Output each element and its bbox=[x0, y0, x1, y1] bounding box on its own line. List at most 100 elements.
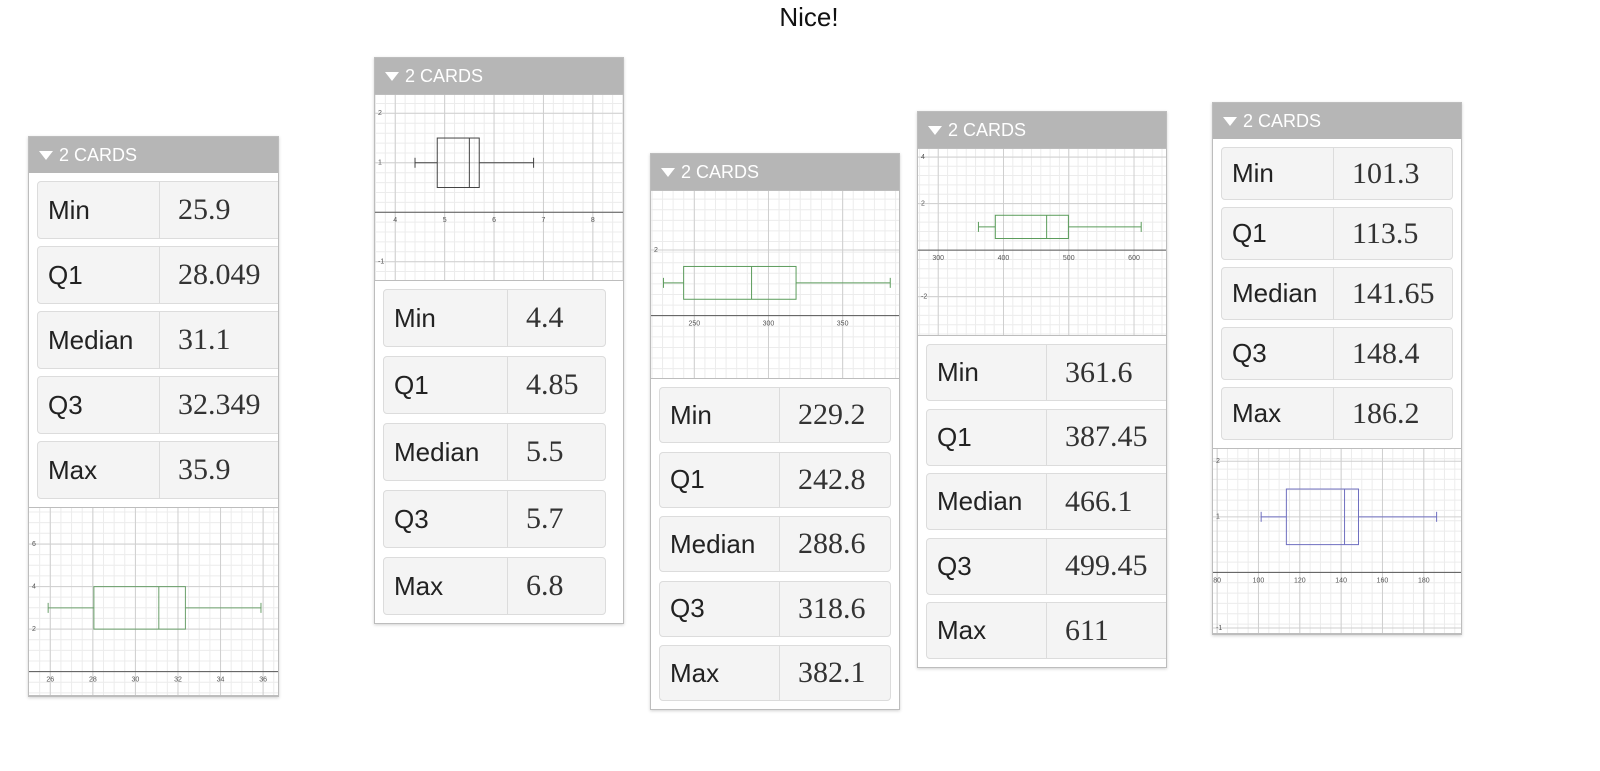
stat-row: Max 382.1 bbox=[659, 645, 891, 701]
stat-label: Max bbox=[927, 603, 1047, 658]
stat-label: Q3 bbox=[1222, 328, 1334, 379]
card-group: 2 CARDS 250 300 350 2 Min 229.2 Q1 242.8 Median 28… bbox=[650, 153, 900, 710]
card-group: 2 CARDS 300 400 500 600 4 2 -2 Min 361.6 Q1 387.45 M… bbox=[917, 111, 1167, 668]
stat-value: 113.5 bbox=[1352, 216, 1419, 250]
stat-row: Min 4.4 bbox=[383, 289, 606, 347]
stat-value: 5.7 bbox=[526, 502, 564, 535]
y-tick-label: -1 bbox=[1216, 625, 1222, 632]
stat-value: 186.2 bbox=[1352, 396, 1420, 430]
stat-value: 31.1 bbox=[178, 323, 231, 356]
stat-value: 35.9 bbox=[178, 453, 231, 486]
x-tick-label: 7 bbox=[542, 217, 546, 224]
collapse-arrow bbox=[661, 167, 675, 177]
x-tick-label: 400 bbox=[998, 255, 1010, 262]
stat-label: Q3 bbox=[927, 538, 1047, 594]
stat-row: Q3 499.45 bbox=[926, 537, 1166, 595]
stat-value: 4.85 bbox=[526, 368, 579, 401]
box bbox=[1285, 488, 1359, 546]
x-tick-label: 350 bbox=[837, 321, 849, 328]
stat-row: Max 186.2 bbox=[1221, 387, 1453, 440]
y-tick-label: 6 bbox=[32, 541, 36, 548]
stat-value: 288.6 bbox=[798, 527, 866, 560]
y-tick-label: 1 bbox=[378, 160, 382, 167]
stat-label: Median bbox=[1222, 268, 1334, 319]
stat-label: Max bbox=[38, 442, 160, 498]
stat-value: 318.6 bbox=[798, 591, 866, 625]
x-tick-label: 160 bbox=[1377, 577, 1389, 584]
y-tick-label: 4 bbox=[32, 583, 36, 590]
stat-label: Q1 bbox=[927, 409, 1047, 465]
x-tick-label: 32 bbox=[174, 676, 182, 683]
x-tick-label: 6 bbox=[492, 217, 496, 224]
x-tick-label: 4 bbox=[393, 217, 397, 224]
x-tick-label: 120 bbox=[1294, 577, 1306, 584]
y-tick-label: 2 bbox=[32, 626, 36, 633]
x-tick-label: 600 bbox=[1128, 255, 1140, 262]
group-header[interactable]: 2 CARDS bbox=[651, 154, 899, 190]
x-tick-label: 8 bbox=[591, 217, 595, 224]
stat-row: Median 288.6 bbox=[659, 516, 891, 572]
stat-value: 466.1 bbox=[1065, 484, 1133, 518]
stat-row: Max 35.9 bbox=[37, 441, 278, 499]
card-group: 2 CARDS Min 101.3 Q1 113.5 Median 141.65 Q3 148.… bbox=[1212, 102, 1462, 635]
x-tick-label: 26 bbox=[46, 676, 54, 683]
stat-value: 32.349 bbox=[178, 388, 261, 421]
box-plot: 4 5 6 7 8 2 1 -1 bbox=[375, 94, 623, 281]
stat-value: 25.9 bbox=[178, 193, 231, 226]
stat-row: Max 6.8 bbox=[383, 557, 606, 615]
stat-value: 6.8 bbox=[526, 569, 564, 602]
stat-row: Q1 242.8 bbox=[659, 451, 891, 508]
stat-label: Max bbox=[384, 558, 508, 614]
stat-row: Median 5.5 bbox=[383, 423, 606, 481]
card-group: 2 CARDS Min 25.9 Q1 28.049 Median 31.1 Q3 32.349… bbox=[28, 136, 279, 697]
stat-value: 148.4 bbox=[1352, 336, 1420, 370]
stat-row: Min 229.2 bbox=[659, 387, 891, 443]
x-tick-label: 80 bbox=[1213, 577, 1221, 584]
y-tick-label: -1 bbox=[378, 259, 384, 266]
group-header[interactable]: 2 CARDS bbox=[918, 112, 1166, 148]
x-tick-label: 100 bbox=[1253, 577, 1265, 584]
group-header[interactable]: 2 CARDS bbox=[29, 137, 278, 173]
stat-value: 611 bbox=[1065, 613, 1109, 647]
stat-row: Q1 113.5 bbox=[1221, 207, 1453, 260]
box-plot: 26 28 30 32 34 36 6 4 2 bbox=[29, 507, 278, 696]
stat-value: 141.65 bbox=[1352, 276, 1435, 310]
y-tick-label: 4 bbox=[921, 154, 925, 161]
stat-label: Median bbox=[660, 517, 780, 571]
group-header[interactable]: 2 CARDS bbox=[1213, 103, 1461, 139]
stat-label: Min bbox=[38, 182, 160, 238]
stat-label: Q1 bbox=[1222, 208, 1334, 259]
y-tick-label: 2 bbox=[1216, 458, 1220, 465]
stats-table: Min 361.6 Q1 387.45 Median 466.1 Q3 499.45 Max 61… bbox=[918, 336, 1166, 667]
group-header[interactable]: 2 CARDS bbox=[375, 58, 623, 94]
x-tick-label: 300 bbox=[932, 255, 944, 262]
x-tick-label: 34 bbox=[217, 676, 225, 683]
stat-label: Median bbox=[38, 312, 160, 368]
stat-label: Median bbox=[384, 424, 508, 480]
stat-value: 387.45 bbox=[1065, 420, 1148, 453]
stat-label: Q3 bbox=[38, 377, 160, 433]
stat-row: Q3 32.349 bbox=[37, 376, 278, 434]
stat-label: Min bbox=[384, 290, 508, 346]
x-tick-label: 30 bbox=[132, 676, 140, 683]
stat-label: Q1 bbox=[384, 357, 508, 413]
stat-row: Min 361.6 bbox=[926, 344, 1166, 401]
stat-label: Min bbox=[927, 345, 1047, 400]
y-tick-label: 2 bbox=[921, 200, 925, 207]
stat-label: Median bbox=[927, 474, 1047, 529]
header-label: 2 CARDS bbox=[59, 144, 138, 165]
stat-row: Min 101.3 bbox=[1221, 147, 1453, 200]
box bbox=[994, 214, 1069, 240]
stat-value: 242.8 bbox=[798, 462, 866, 496]
page-title: Nice! bbox=[779, 2, 839, 32]
stat-value: 229.2 bbox=[798, 398, 866, 431]
stats-table: Min 229.2 Q1 242.8 Median 288.6 Q3 318.6 Max 382.… bbox=[651, 379, 899, 709]
stat-row: Median 31.1 bbox=[37, 311, 278, 369]
stat-row: Median 141.65 bbox=[1221, 267, 1453, 320]
collapse-arrow bbox=[385, 71, 399, 81]
stat-label: Q3 bbox=[660, 581, 780, 636]
stat-label: Q3 bbox=[384, 491, 508, 547]
y-tick-label: 2 bbox=[378, 110, 382, 117]
header-label: 2 CARDS bbox=[405, 65, 484, 86]
